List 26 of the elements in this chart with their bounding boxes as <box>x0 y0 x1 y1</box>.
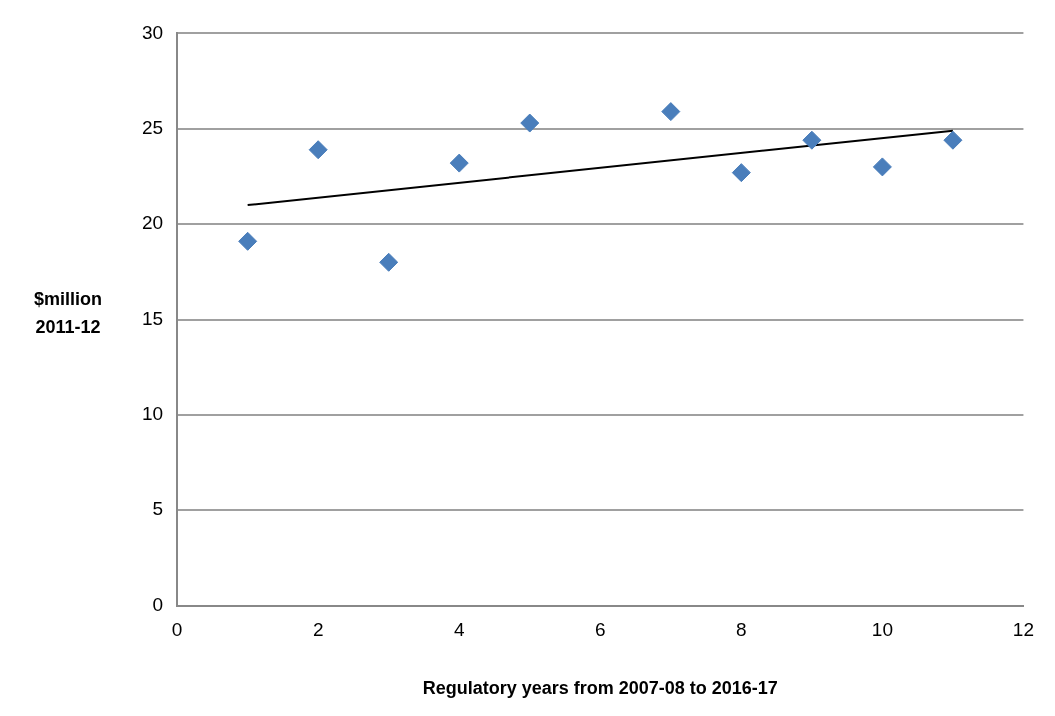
y-tick-label: 0 <box>152 593 164 615</box>
point <box>802 130 822 150</box>
y-tick-label: 5 <box>152 498 164 520</box>
y-tick-label: 15 <box>141 307 164 329</box>
x-tick-label: 4 <box>453 619 465 641</box>
point <box>520 113 540 133</box>
x-tick-label: 6 <box>594 619 606 641</box>
point <box>661 102 681 122</box>
y-tick-label: 20 <box>141 212 164 234</box>
y-tick-label: 25 <box>141 117 164 138</box>
y-tick-label: 10 <box>141 403 164 425</box>
point <box>943 130 963 150</box>
point <box>731 163 751 183</box>
point <box>379 252 399 272</box>
x-tick-label: 0 <box>171 619 183 641</box>
x-tick-label: 8 <box>736 619 747 641</box>
y-axis-title: $million 2011-12 <box>33 288 103 339</box>
x-tick-label: 12 <box>1012 619 1034 641</box>
point <box>308 140 328 160</box>
y-tick-label: 30 <box>141 21 164 43</box>
point <box>449 153 469 173</box>
x-axis-title: Regulatory years from 2007-08 to 2016-17 <box>422 678 778 699</box>
x-tick-label: 2 <box>312 619 324 641</box>
x-tick-label: 10 <box>871 619 893 641</box>
point <box>872 157 892 177</box>
point <box>238 231 258 251</box>
